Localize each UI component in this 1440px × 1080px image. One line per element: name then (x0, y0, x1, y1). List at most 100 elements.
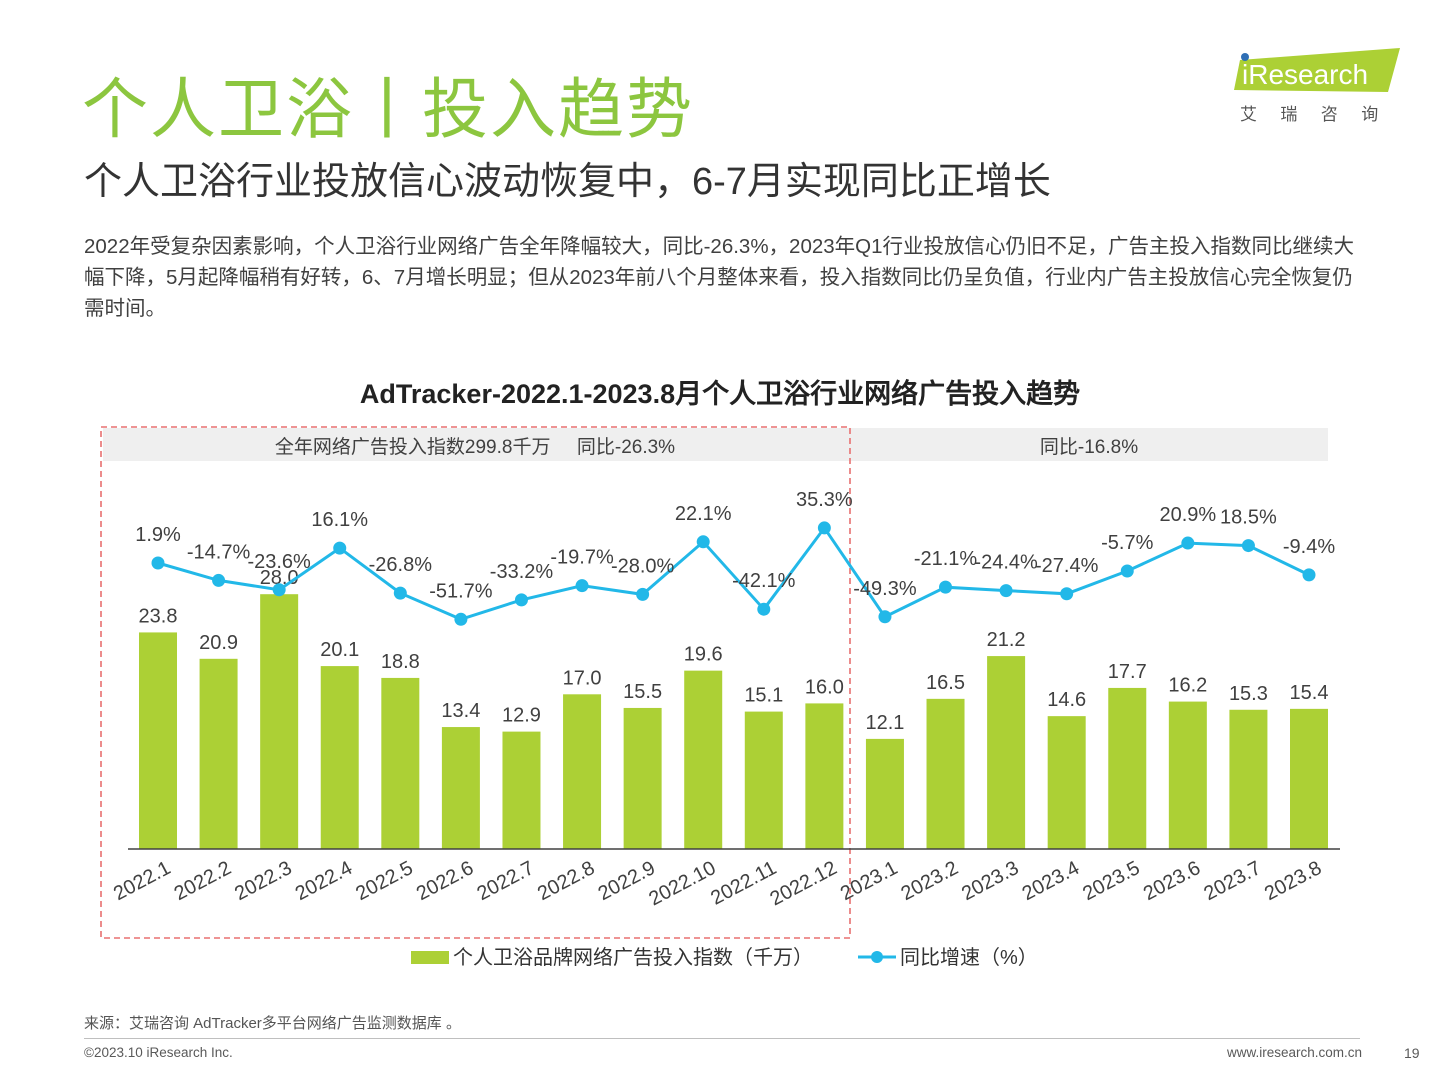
bar-label-2022.7: 12.9 (502, 705, 541, 727)
x-tick-2022.5: 2022.5 (352, 857, 416, 905)
bar-label-2022.6: 13.4 (441, 700, 480, 722)
x-tick-2022.2: 2022.2 (171, 857, 235, 905)
bar-label-2023.5: 17.7 (1108, 661, 1147, 683)
x-tick-2022.8: 2022.8 (534, 857, 598, 905)
line-label-2022.11: -42.1% (732, 570, 796, 592)
page-title: 个人卫浴丨投入趋势 (82, 72, 694, 146)
line-point-2022.3 (272, 583, 286, 597)
line-label-2023.8: -9.4% (1283, 536, 1335, 558)
line-point-2022.5 (393, 586, 407, 600)
bar-label-2023.8: 15.4 (1290, 682, 1329, 704)
bar-2022.7 (502, 731, 541, 849)
bar-label-2022.9: 15.5 (623, 681, 662, 703)
line-point-2022.9 (636, 587, 650, 601)
bar-2023.6 (1168, 701, 1207, 849)
line-point-2023.8 (1302, 568, 1316, 582)
line-point-2023.3 (999, 584, 1013, 598)
bar-label-2022.2: 20.9 (199, 632, 238, 654)
line-label-2022.7: -33.2% (490, 561, 554, 583)
line-point-2022.4 (333, 541, 347, 555)
x-tick-2023.4: 2023.4 (1019, 857, 1083, 905)
legend-bar-label: 个人卫浴品牌网络广告投入指数（千万） (453, 946, 813, 969)
line-label-2022.2: -14.7% (187, 541, 251, 563)
line-label-2022.5: -26.8% (369, 554, 433, 576)
period-box-2022 (100, 426, 851, 939)
x-tick-2023.6: 2023.6 (1140, 857, 1204, 905)
line-label-2022.9: -28.0% (611, 555, 675, 577)
chart-title: AdTracker-2022.1-2023.8月个人卫浴行业网络广告投入趋势 (359, 379, 1081, 409)
yoy-growth-line (157, 525, 1310, 621)
bar-label-2023.6: 16.2 (1168, 675, 1207, 697)
bar-2023.4 (1047, 716, 1086, 849)
bar-label-2023.1: 12.1 (865, 712, 904, 734)
x-tick-2022.4: 2022.4 (292, 857, 356, 905)
x-tick-2022.12: 2022.12 (767, 857, 841, 910)
x-tick-2023.5: 2023.5 (1079, 857, 1143, 905)
bar-2022.10 (684, 670, 723, 849)
period-banner-2022 (103, 428, 850, 461)
x-tick-2023.2: 2023.2 (898, 857, 962, 905)
line-point-2023.4 (1060, 587, 1074, 601)
line-point-2022.1 (151, 556, 165, 570)
bar-label-2022.12: 16.0 (805, 676, 844, 698)
logo-dot-icon (1241, 53, 1249, 61)
line-point-2023.1 (878, 610, 892, 624)
bar-2023.7 (1229, 709, 1268, 849)
line-point-2023.7 (1241, 539, 1255, 553)
bar-2022.11 (744, 711, 783, 849)
bar-label-2022.5: 18.8 (381, 651, 420, 673)
x-tick-2022.3: 2022.3 (231, 857, 295, 905)
bar-label-2022.10: 19.6 (684, 644, 723, 666)
line-point-2022.2 (212, 573, 226, 587)
line-point-2022.11 (757, 602, 771, 616)
line-point-2022.6 (454, 612, 468, 626)
bar-2022.6 (441, 727, 480, 849)
bar-2022.12 (805, 703, 844, 849)
x-tick-2023.1: 2023.1 (837, 857, 901, 905)
source-note: 来源：艾瑞咨询 AdTracker多平台网络广告监测数据库 。 (84, 1015, 461, 1032)
x-tick-2023.8: 2023.8 (1261, 857, 1325, 905)
line-point-2022.10 (696, 535, 710, 549)
line-label-2022.3: -23.6% (247, 551, 311, 573)
line-label-2022.1: 1.9% (135, 524, 181, 546)
line-label-2022.12: 35.3% (796, 489, 853, 511)
line-point-2022.7 (514, 593, 528, 607)
period-banner-2023 (850, 428, 1328, 461)
bar-2023.8 (1290, 708, 1328, 849)
line-label-2022.6: -51.7% (429, 580, 493, 602)
bar-2022.2 (199, 658, 238, 849)
bar-label-2023.2: 16.5 (926, 672, 965, 694)
logo-brand-cn-text: 艾 瑞 咨 询 (1240, 105, 1387, 125)
bar-label-2023.4: 14.6 (1047, 689, 1086, 711)
description-paragraph: 2022年受复杂因素影响，个人卫浴行业网络广告全年降幅较大，同比-26.3%，2… (84, 235, 1355, 320)
footer-divider (84, 1038, 1360, 1039)
line-label-2023.6: 20.9% (1159, 504, 1216, 526)
x-tick-2022.10: 2022.10 (645, 857, 719, 910)
bar-2022.1 (139, 632, 177, 849)
bar-2022.5 (381, 677, 420, 849)
website-link[interactable]: www.iresearch.com.cn (1226, 1045, 1362, 1060)
annotation-2023: 同比-16.8% (1040, 436, 1138, 458)
annotation-2022: 全年网络广告投入指数299.8千万 同比-26.3% (275, 436, 675, 458)
bar-2023.1 (865, 738, 904, 849)
x-tick-2023.3: 2023.3 (958, 857, 1022, 905)
x-tick-2022.7: 2022.7 (473, 857, 537, 905)
line-label-2023.3: -24.4% (974, 552, 1038, 574)
line-label-2022.10: 22.1% (675, 503, 732, 525)
chart-canvas: 全年网络广告投入指数299.8千万 同比-26.3% 同比-16.8% 23.8… (100, 426, 1340, 969)
line-point-2023.6 (1181, 536, 1195, 550)
line-label-2023.2: -21.1% (914, 548, 978, 570)
bar-2022.3 (260, 594, 299, 849)
line-point-2023.2 (939, 580, 953, 594)
bar-label-2022.11: 15.1 (744, 685, 783, 707)
page-subtitle: 个人卫浴行业投放信心波动恢复中，6-7月实现同比正增长 (84, 161, 1051, 203)
bar-2022.8 (563, 694, 602, 849)
bar-2023.3 (987, 656, 1026, 849)
bar-label-2023.3: 21.2 (987, 629, 1026, 651)
copyright-text: ©2023.10 iResearch Inc. (84, 1045, 233, 1060)
logo-banner-shape (1234, 48, 1400, 92)
x-tick-2023.7: 2023.7 (1200, 857, 1264, 905)
line-label-2023.4: -27.4% (1035, 555, 1099, 577)
bar-label-2022.1: 23.8 (139, 605, 178, 627)
logo-brand-text: iResearch (1242, 59, 1368, 90)
